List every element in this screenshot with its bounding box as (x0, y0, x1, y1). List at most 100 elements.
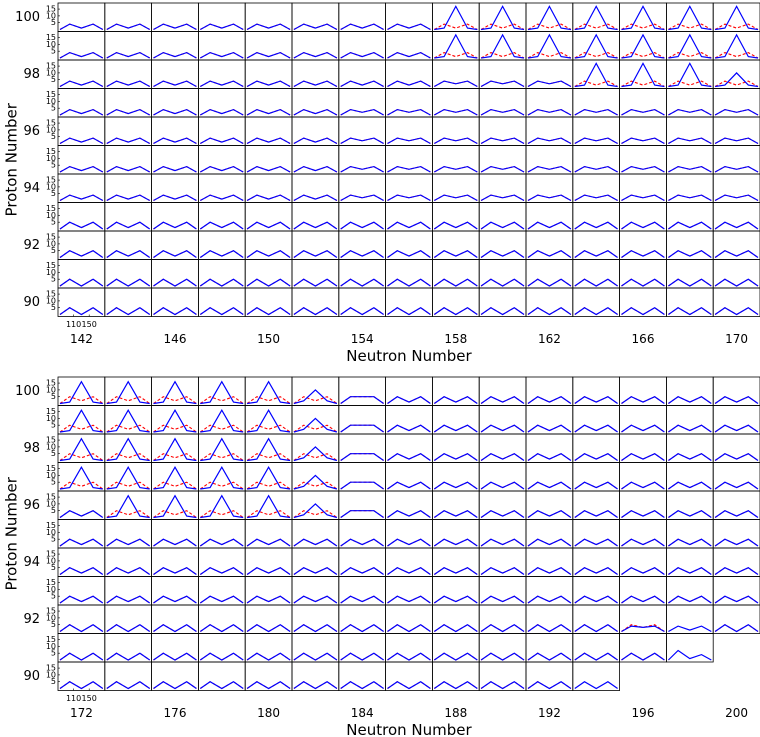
blue-curve (621, 625, 665, 633)
cell (151, 259, 199, 289)
red-curve (340, 652, 384, 661)
blue-curve (59, 437, 103, 462)
red-curve (246, 681, 291, 690)
blue-curve (246, 595, 291, 604)
cell (619, 405, 667, 435)
blue-curve (480, 396, 525, 404)
blue-curve (527, 33, 571, 59)
blue-curve (387, 453, 431, 461)
cell (525, 661, 574, 691)
cell (712, 519, 760, 549)
blue-curve (200, 437, 244, 462)
red-curve (433, 278, 478, 287)
cell (151, 287, 199, 317)
blue-curve (106, 221, 151, 230)
blue-curve (247, 465, 291, 490)
cell (712, 230, 760, 260)
cell (385, 661, 433, 691)
blue-curve (200, 494, 244, 519)
y-tick-label: 5 (51, 75, 56, 84)
red-curve (293, 424, 338, 433)
cell (431, 405, 480, 435)
cell (385, 259, 433, 289)
red-curve (199, 453, 244, 461)
blue-curve (574, 250, 618, 258)
red-curve (574, 80, 618, 87)
blue-curve (59, 80, 104, 88)
blue-curve (668, 625, 712, 633)
red-curve (59, 624, 104, 633)
blue-curve (387, 250, 431, 258)
cell (244, 661, 293, 691)
blue-curve (621, 278, 665, 287)
blue-curve (199, 538, 244, 547)
blue-curve (715, 72, 759, 88)
blue-curve (433, 278, 478, 287)
red-curve (433, 652, 478, 661)
cell (385, 490, 433, 520)
cell (478, 259, 527, 289)
blue-curve (340, 424, 384, 433)
blue-curve (59, 680, 104, 690)
red-curve (480, 23, 525, 30)
blue-curve (387, 595, 431, 604)
blue-curve (293, 595, 338, 604)
red-curve (199, 424, 244, 433)
cell (385, 405, 433, 435)
blue-curve (340, 396, 384, 404)
cell (197, 604, 246, 634)
blue-curve (340, 108, 384, 116)
cell (525, 633, 574, 663)
cell (57, 519, 106, 549)
blue-curve (387, 221, 431, 230)
blue-curve (574, 62, 618, 88)
blue-curve (59, 250, 104, 258)
y-tick-label: 10 (46, 296, 56, 305)
blue-curve (199, 250, 244, 258)
cell (291, 405, 340, 435)
cell (338, 576, 386, 606)
cell (385, 547, 433, 577)
blue-curve (574, 510, 618, 518)
cell (666, 202, 714, 232)
cell (291, 633, 340, 663)
y-tick-label: 10 (46, 585, 56, 594)
red-curve (199, 624, 244, 633)
blue-curve (714, 595, 759, 604)
cell (712, 287, 760, 317)
blue-curve (621, 33, 665, 59)
red-curve (59, 652, 104, 661)
cell (197, 661, 246, 691)
blue-curve (433, 510, 478, 518)
blue-curve (106, 652, 151, 661)
y-tick-label: 10 (46, 499, 56, 508)
blue-curve (387, 680, 431, 690)
blue-curve (621, 396, 665, 404)
blue-curve (59, 194, 104, 202)
red-curve (153, 396, 197, 404)
y-tick-label: 10 (46, 442, 56, 451)
cell (431, 287, 480, 317)
cell (338, 287, 386, 317)
red-curve (714, 80, 759, 87)
cell (151, 202, 199, 232)
red-curve (106, 681, 151, 690)
row-label: 92 (23, 612, 40, 627)
red-curve (714, 278, 759, 287)
blue-curve (340, 51, 384, 59)
blue-curve (433, 680, 478, 690)
blue-curve (527, 306, 572, 316)
blue-curve (714, 623, 759, 633)
blue-curve (340, 23, 384, 31)
red-curve (527, 307, 572, 316)
cell (712, 202, 760, 232)
y-tick-label: 10 (46, 268, 56, 277)
blue-curve (106, 437, 150, 462)
cell (478, 287, 527, 317)
blue-curve (200, 51, 244, 59)
blue-curve (387, 306, 431, 316)
blue-curve (153, 494, 197, 519)
blue-curve (106, 278, 151, 287)
red-curve (246, 624, 291, 633)
red-curve (714, 52, 759, 59)
